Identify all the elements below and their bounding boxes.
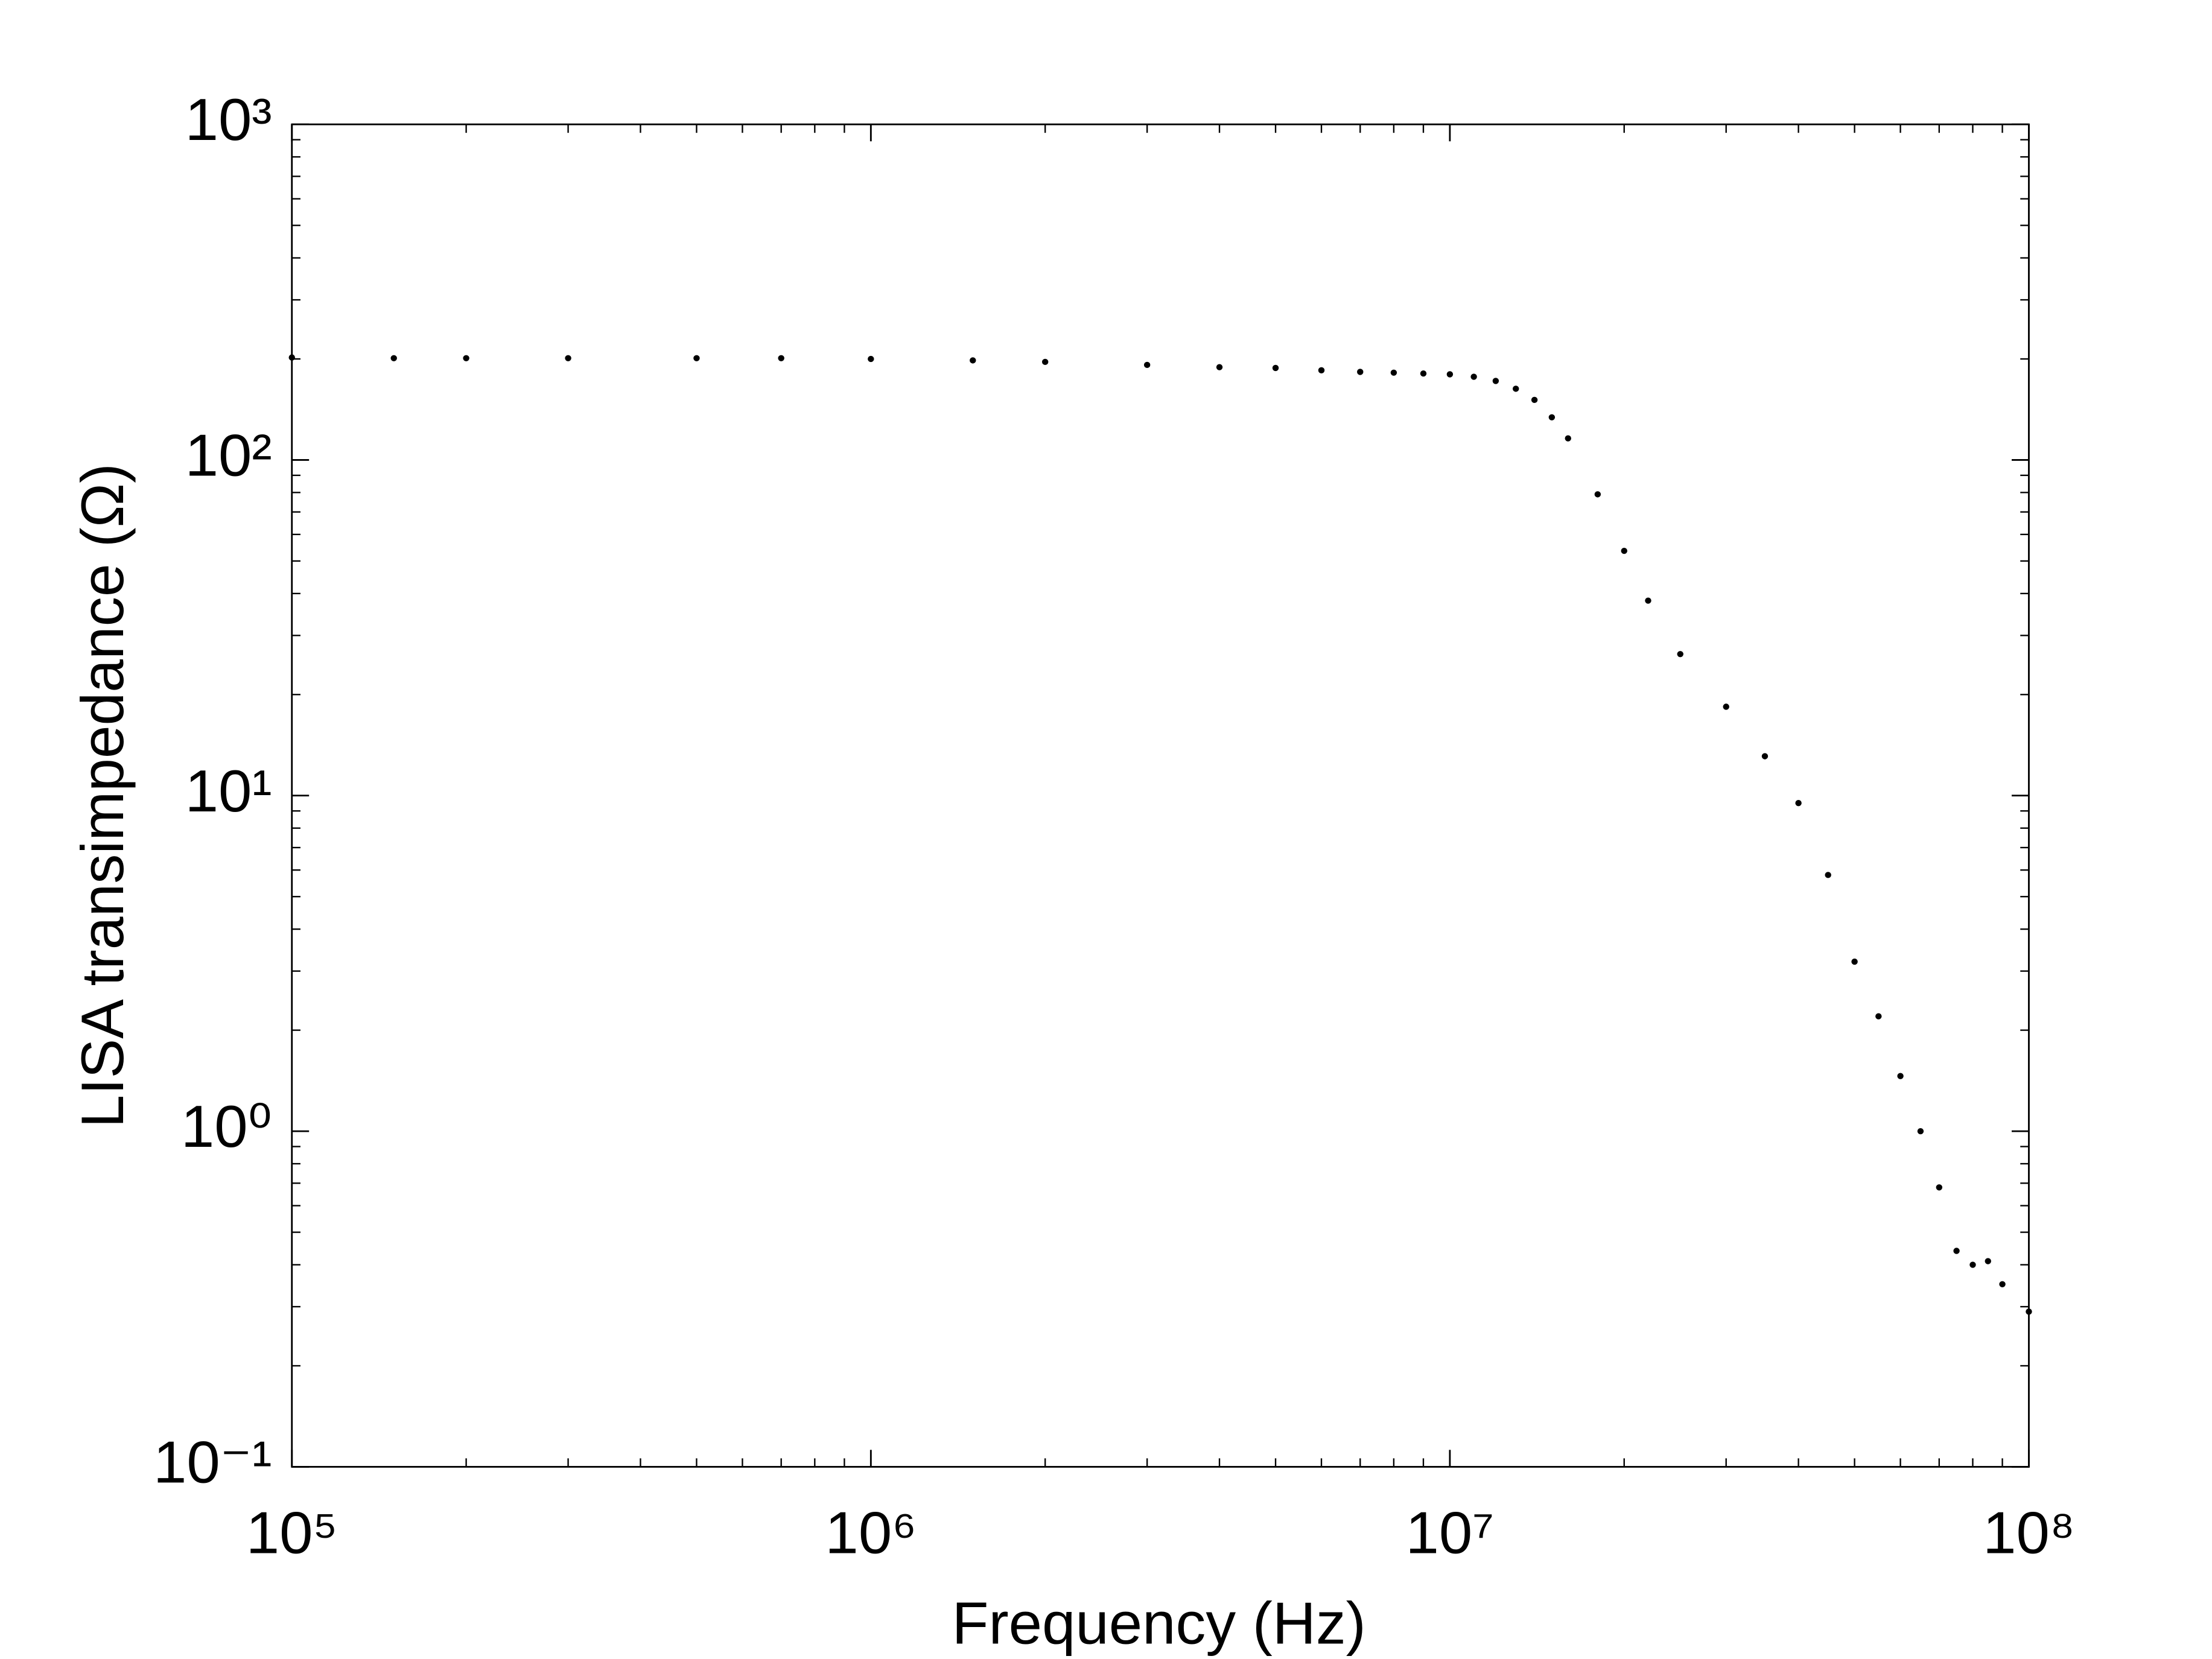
data-point — [1041, 358, 1049, 366]
y-tick-label: 10⁰ — [181, 1093, 272, 1159]
data-point — [1953, 1248, 1960, 1254]
data-point — [1917, 1128, 1924, 1135]
data-point — [1470, 373, 1477, 380]
data-point — [1446, 371, 1454, 378]
data-point — [1420, 370, 1427, 377]
y-tick-label: 10² — [185, 422, 272, 488]
y-tick-label: 10³ — [185, 86, 272, 153]
data-point — [1143, 361, 1151, 369]
data-point — [2026, 1308, 2032, 1315]
data-point — [1492, 378, 1499, 384]
data-point — [970, 357, 976, 364]
data-point — [1531, 396, 1538, 404]
data-point — [1677, 651, 1683, 658]
plot-frame — [291, 123, 2030, 1468]
data-point — [868, 355, 874, 363]
data-point — [463, 355, 469, 361]
y-axis-label: LISA transimpedance (Ω) — [69, 463, 136, 1128]
data-point — [1825, 872, 1831, 878]
data-point — [1565, 435, 1571, 442]
data-point — [1723, 703, 1729, 710]
data-point — [1272, 364, 1279, 372]
data-point — [1645, 597, 1651, 604]
x-tick-label: 10⁵ — [246, 1499, 338, 1565]
data-point — [1318, 367, 1325, 373]
data-point — [1985, 1258, 1991, 1264]
data-point — [1594, 491, 1601, 498]
x-axis-label: Frequency (Hz) — [952, 1590, 1366, 1656]
data-point — [1513, 385, 1519, 392]
y-tick-label: 10¹ — [185, 757, 272, 823]
data-point — [1390, 369, 1397, 376]
y-tick-label: 10⁻¹ — [153, 1429, 272, 1495]
data-point — [1851, 958, 1858, 965]
data-point — [1795, 800, 1802, 807]
data-point — [288, 354, 295, 361]
x-tick-label: 10⁷ — [1405, 1499, 1494, 1565]
data-point — [1897, 1073, 1904, 1079]
data-point — [693, 355, 700, 361]
data-point — [778, 355, 784, 361]
data-point — [1999, 1281, 2006, 1287]
data-point — [1357, 369, 1364, 375]
data-point — [1761, 753, 1769, 760]
data-point — [1548, 414, 1556, 420]
x-tick-label: 10⁸ — [1983, 1499, 2075, 1565]
data-point — [1216, 364, 1223, 370]
data-point — [1969, 1261, 1976, 1268]
x-tick-label: 10⁶ — [825, 1499, 917, 1565]
data-point — [565, 355, 571, 361]
data-point — [1875, 1013, 1882, 1020]
data-point — [1936, 1184, 1943, 1191]
data-point — [390, 355, 397, 361]
data-point — [1621, 547, 1627, 554]
